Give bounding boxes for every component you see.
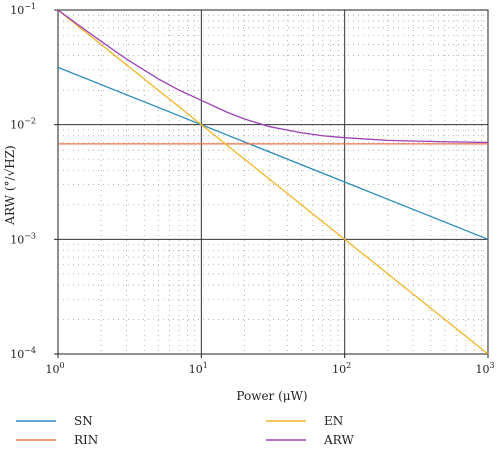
y-tick-label: 10−1 (10, 2, 36, 17)
y-tick-label: 10−4 (10, 346, 36, 361)
series-line-arw (57, 9, 489, 144)
x-tick-label: 102 (332, 361, 351, 376)
plot-frame (57, 9, 489, 355)
y-axis-label: ARW (°/√HZ) (3, 145, 17, 225)
legend-label-en: EN (324, 414, 343, 428)
legend-label-sn: SN (74, 414, 93, 428)
x-tick-label: 101 (189, 361, 208, 376)
x-tick-label: 103 (475, 361, 494, 376)
x-tick-label: 100 (45, 361, 64, 376)
legend-label-arw: ARW (323, 433, 354, 447)
tick-labels: 100 101 102 103 10−4 10−3 10−2 10−1 (10, 2, 494, 376)
series-line-sn (57, 66, 489, 240)
y-tick-label: 10−2 (10, 117, 36, 132)
y-tick-label: 10−3 (10, 231, 36, 246)
legend-label-rin: RIN (74, 433, 98, 447)
minor-grid (58, 10, 488, 354)
series-line-en (57, 9, 489, 355)
x-axis-label: Power (μW) (236, 389, 307, 403)
series-layer (57, 9, 489, 355)
legend: SN RIN EN ARW (16, 414, 354, 447)
